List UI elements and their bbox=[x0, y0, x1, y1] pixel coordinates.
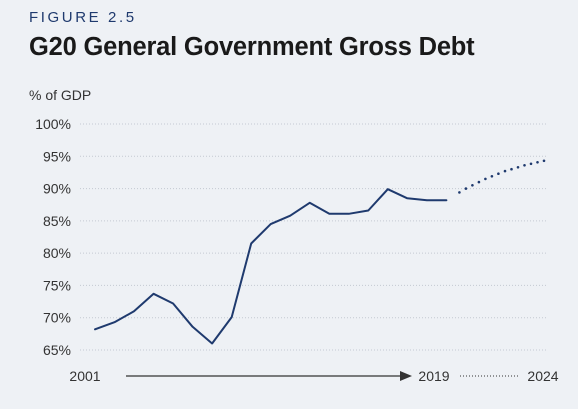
forecast-dot-5 bbox=[477, 180, 481, 184]
forecast-dot-8 bbox=[497, 172, 500, 175]
forecast-dot-4 bbox=[471, 184, 474, 187]
x-tick-label-2019: 2019 bbox=[418, 368, 449, 384]
x-tick-label-2024: 2024 bbox=[527, 368, 558, 384]
y-tick-label-65: 65% bbox=[43, 342, 71, 358]
debt-line-series bbox=[94, 188, 448, 345]
y-axis-label: % of GDP bbox=[29, 87, 92, 103]
forecast-dot-2 bbox=[458, 191, 461, 194]
forecast-dot-7 bbox=[490, 175, 494, 178]
y-tick-label-70: 70% bbox=[43, 310, 71, 326]
forecast-dot-10 bbox=[510, 167, 513, 171]
y-tick-label-80: 80% bbox=[43, 245, 71, 261]
forecast-dot-15 bbox=[542, 159, 546, 163]
forecast-dot-14 bbox=[536, 161, 539, 164]
figure-label: FIGURE 2.5 bbox=[29, 9, 137, 26]
forecast-dot-12 bbox=[523, 164, 526, 167]
x-tick-label-2001: 2001 bbox=[69, 368, 100, 384]
chart-title: G20 General Government Gross Debt bbox=[29, 33, 475, 61]
y-tick-label-100: 100% bbox=[35, 116, 71, 132]
forecast-dot-9 bbox=[503, 169, 507, 173]
forecast-dot-11 bbox=[516, 166, 520, 169]
y-tick-label-95: 95% bbox=[43, 148, 71, 164]
forecast-path bbox=[446, 161, 544, 200]
forecast-dot-6 bbox=[484, 177, 487, 181]
timeline-arrowhead-icon bbox=[400, 371, 412, 381]
forecast-dot-13 bbox=[529, 162, 533, 166]
y-tick-label-90: 90% bbox=[43, 181, 71, 197]
y-tick-label-75: 75% bbox=[43, 277, 71, 293]
y-tick-label-85: 85% bbox=[43, 213, 71, 229]
forecast-dot-3 bbox=[464, 187, 468, 190]
